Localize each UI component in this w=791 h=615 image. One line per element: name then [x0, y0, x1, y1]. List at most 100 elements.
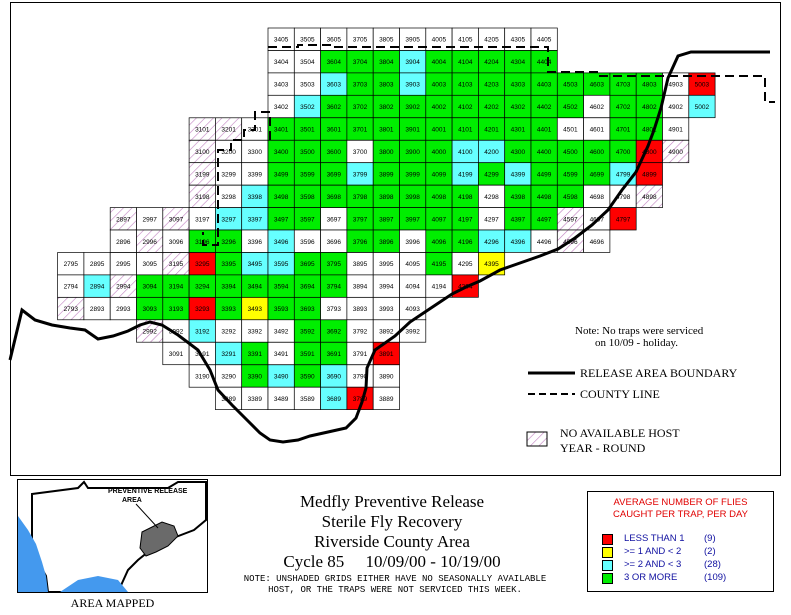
grid-cell-label: 2795 — [64, 261, 79, 268]
grid-cell-4096: 4096 — [425, 229, 453, 253]
grid-cell-3701: 3701 — [346, 117, 374, 141]
grid-cell-label: 4405 — [537, 37, 552, 44]
inset-label2: AREA — [122, 497, 142, 504]
grid-cell-label: 4304 — [511, 59, 526, 66]
grid-cell-label: 3705 — [353, 37, 368, 44]
grid-cell-3592: 3592 — [293, 319, 321, 343]
grid-cell-4900: 4900 — [662, 139, 690, 164]
grid-cell-label: 4005 — [432, 37, 447, 44]
grid-cell-3100: 3100 — [188, 139, 216, 164]
grid-cell-4496: 4496 — [530, 229, 558, 253]
grid-cell-3594: 3594 — [267, 274, 295, 298]
grid-cell-label: 3494 — [248, 284, 263, 291]
grid-cell-3390: 3390 — [241, 364, 269, 388]
grid-cell-3900: 3900 — [399, 139, 427, 164]
grid-cell-label: 4599 — [563, 171, 578, 178]
grid-cell-label: 3999 — [405, 171, 420, 178]
release-area-boundary — [8, 50, 770, 444]
grid-cell-label: 4600 — [590, 149, 605, 156]
grid-cell-label: 4103 — [458, 82, 473, 89]
grid-cell-label: 3693 — [300, 306, 315, 313]
grid-cell-label: 4502 — [563, 104, 578, 111]
traps-note-line1: Note: No traps were serviced — [575, 325, 704, 337]
grid-cell-3399: 3399 — [241, 162, 269, 186]
grid-cell-label: 3295 — [195, 261, 210, 268]
grid-cell-label: 3290 — [221, 374, 236, 381]
footnote: NOTE: UNSHADED GRIDS EITHER HAVE NO SEAS… — [215, 574, 575, 596]
grid-cell-label: 3895 — [353, 261, 368, 268]
grid-cell-label: 4601 — [590, 127, 605, 134]
grid-cell-box — [583, 229, 611, 253]
grid-cell-3091: 3091 — [162, 341, 190, 366]
grid-cell-3096: 3096 — [162, 229, 190, 253]
grid-cell-4204: 4204 — [478, 50, 506, 74]
flies-legend-count: (2) — [704, 546, 716, 557]
grid-cell-label: 4195 — [432, 261, 447, 268]
grid-cell-4400: 4400 — [530, 139, 558, 164]
grid-cell-3892: 3892 — [372, 319, 400, 343]
grid-cell-label: 4499 — [537, 171, 552, 178]
grid-cell-3396: 3396 — [241, 229, 269, 253]
grid-cell-box — [635, 184, 663, 208]
grid-cell-label: 4096 — [432, 239, 447, 246]
grid-cell-4499: 4499 — [530, 162, 558, 186]
grid-cell-label: 4399 — [511, 171, 526, 178]
grid-cell-3493: 3493 — [241, 297, 269, 321]
grid-cell-3798: 3798 — [346, 184, 374, 208]
grid-cell-4698: 4698 — [583, 184, 611, 208]
grid-cell-3501: 3501 — [293, 117, 321, 141]
grid-cell-label: 3594 — [274, 284, 289, 291]
grid-cell-label: 3505 — [300, 37, 315, 44]
grid-cell-label: 3200 — [221, 149, 236, 156]
grid-cell-label: 4803 — [642, 82, 657, 89]
grid-cell-label: 4800 — [642, 149, 657, 156]
grid-cell-3294: 3294 — [188, 274, 216, 298]
grid-cell-label: 3794 — [327, 284, 342, 291]
grid-cell-label: 3691 — [327, 351, 342, 358]
grid-cell-3700: 3700 — [346, 139, 374, 164]
grid-cell-3702: 3702 — [346, 94, 374, 119]
grid-cell-3398: 3398 — [241, 184, 269, 208]
grid-cell-label: 4698 — [590, 194, 605, 201]
grid-cell-label: 2997 — [142, 216, 157, 223]
grid-cell-3897: 3897 — [372, 207, 400, 231]
grid-cell-4503: 4503 — [556, 72, 584, 96]
grid-cell-label: 3893 — [353, 306, 368, 313]
traps-note-line2: on 10/09 - holiday. — [595, 337, 678, 349]
grid-cell-2993: 2993 — [109, 297, 137, 321]
grid-cell-4696: 4696 — [583, 229, 611, 253]
grid-cell-label: 3601 — [327, 127, 342, 134]
inset-release-area — [139, 521, 179, 557]
grid-cell-3193: 3193 — [162, 297, 190, 321]
grid-cell-3602: 3602 — [320, 94, 348, 119]
flies-legend-header1: AVERAGE NUMBER OF FLIES — [613, 497, 748, 508]
inset-map-graphic: PREVENTIVE RELEASE AREA — [18, 480, 207, 593]
grid-cell-3401: 3401 — [267, 117, 295, 141]
grid-cell-2997: 2997 — [136, 207, 164, 231]
grid-cell-label: 4004 — [432, 59, 447, 66]
grid-cell-4003: 4003 — [425, 72, 453, 96]
grid-cell-label: 3391 — [248, 351, 263, 358]
footnote-line1: NOTE: UNSHADED GRIDS EITHER HAVE NO SEAS… — [243, 574, 547, 584]
grid-cell-5002: 5002 — [688, 94, 716, 119]
grid-cell-3695: 3695 — [293, 252, 321, 276]
grid-cell-label: 3491 — [274, 351, 289, 358]
grid-cell-label: 3994 — [379, 284, 394, 291]
grid-cell-label: 4699 — [590, 171, 605, 178]
grid-cell-label: 2893 — [90, 306, 105, 313]
grid-cell-2996: 2996 — [136, 229, 164, 253]
grid-cell-label: 3500 — [300, 149, 315, 156]
grid-cell-label: 4901 — [668, 127, 683, 134]
grid-cell-label: 3992 — [405, 329, 420, 336]
grid-cell-label: 3192 — [195, 329, 210, 336]
grid-cell-2793: 2793 — [57, 297, 85, 321]
grid-cell-3693: 3693 — [293, 297, 321, 321]
grid-cell-label: 3889 — [379, 396, 394, 403]
grid-cell-3793: 3793 — [320, 297, 348, 321]
grid-cell-3690: 3690 — [320, 364, 348, 388]
grid-cell-3503: 3503 — [293, 72, 321, 96]
grid-cell-3899: 3899 — [372, 162, 400, 186]
grid-cell-label: 5003 — [695, 82, 710, 89]
grid-cell-label: 4203 — [484, 82, 499, 89]
grid-cell-label: 3903 — [405, 82, 420, 89]
